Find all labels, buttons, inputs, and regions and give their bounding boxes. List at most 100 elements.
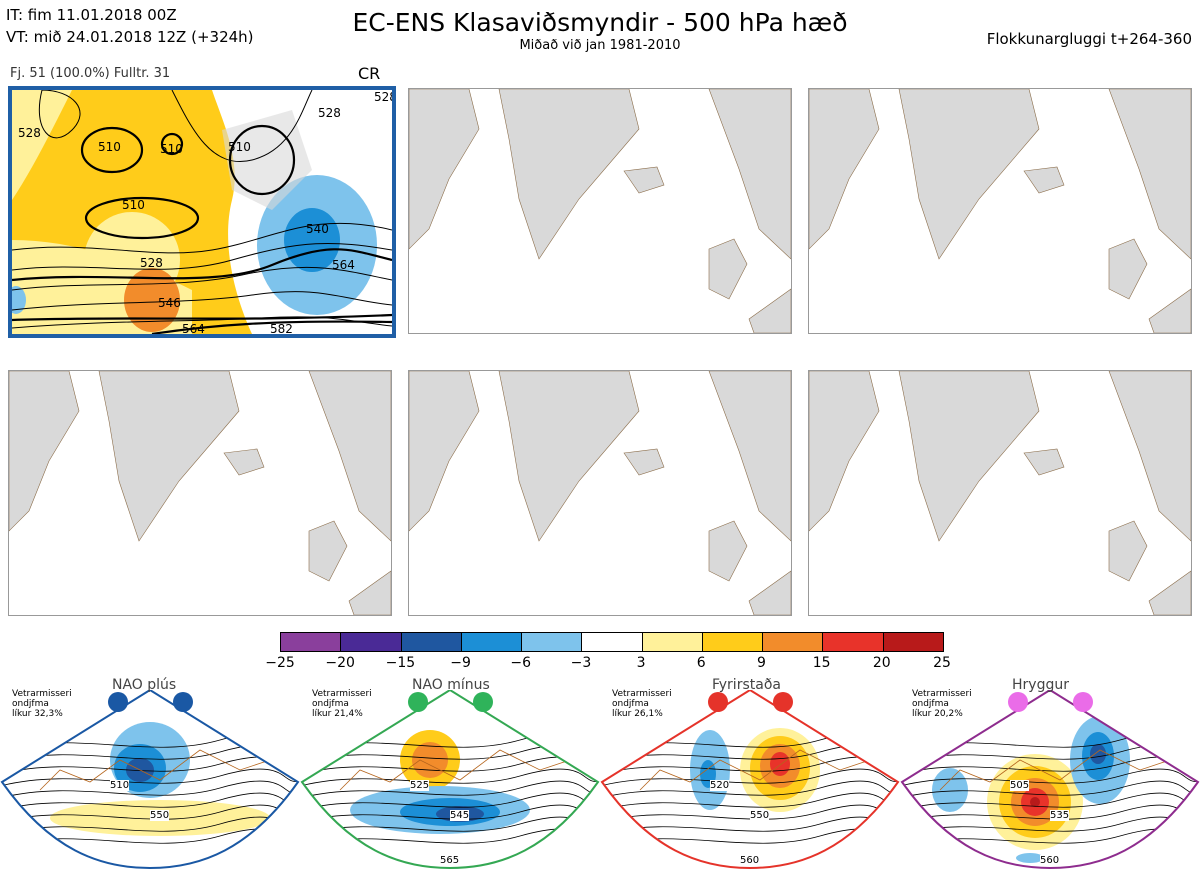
colorbar-tick-label: 20 [872, 655, 891, 671]
colorbar-tick-label: 25 [933, 655, 951, 671]
colorbar-swatch [642, 633, 703, 651]
classification-window: Flokkunargluggi t+264-360 [986, 30, 1192, 48]
regime-contour-label: 505 [1010, 780, 1030, 791]
panel-1-map [12, 90, 392, 334]
cluster-panel-6[interactable] [808, 370, 1192, 616]
panel-1-contour-labels: 528 510 510 510 510 528 546 528 540 564 … [12, 90, 392, 334]
regime-contour-label: 510 [110, 780, 130, 791]
regime-marker-dot [473, 692, 493, 712]
regime-note-line: Vetrarmisseri [912, 689, 972, 699]
regime-title: Fyrirstaða [712, 677, 781, 693]
initial-time: IT: fim 11.01.2018 00Z [6, 6, 177, 24]
cluster-panel-4[interactable] [8, 370, 392, 616]
regime-probability-note: Vetrarmisseri ondjfma líkur 32,3% [12, 689, 72, 719]
colorbar-tick-label: −25 [265, 655, 295, 671]
regime-note-line: Vetrarmisseri [312, 689, 372, 699]
regime-contour-label: 545 [450, 810, 470, 821]
panel-4-map [9, 371, 391, 615]
panel-6-map [809, 371, 1191, 615]
regime-note-line: líkur 20,2% [912, 709, 963, 719]
panel-1-info: Fj. 51 (100.0%) Fulltr. 31 [10, 66, 171, 81]
regime-note-line: Vetrarmisseri [612, 689, 672, 699]
cluster-panel-1[interactable]: 528 510 510 510 510 528 546 528 540 564 … [8, 86, 396, 338]
contour-label: 564 [182, 322, 205, 336]
contour-label: 582 [270, 322, 293, 336]
colorbar-tick-label: −20 [325, 655, 355, 671]
regime-marker-dot [108, 692, 128, 712]
regime-note-line: ondjfma [12, 699, 49, 709]
regime-fan-2 [300, 690, 600, 871]
contour-label: 510 [228, 140, 251, 154]
colorbar-swatch [341, 633, 402, 651]
regime-title: NAO plús [112, 677, 177, 693]
colorbar-swatch [702, 633, 764, 651]
valid-time: VT: mið 24.01.2018 12Z (+324h) [6, 28, 254, 46]
contour-label: 510 [98, 140, 121, 154]
regime-note-line: líkur 21,4% [312, 709, 363, 719]
page-subtitle: Miðað við jan 1981-2010 [519, 38, 681, 53]
contour-label: 528 [374, 90, 396, 104]
contour-label: 540 [306, 222, 329, 236]
colorbar-tick-label: 6 [696, 655, 706, 671]
contour-label: 510 [160, 142, 183, 156]
colorbar-tick-label: −15 [385, 655, 416, 671]
colorbar-tick-label: 9 [756, 655, 766, 671]
regime-contour-label: 520 [710, 780, 730, 791]
regime-note-line: líkur 26,1% [612, 709, 663, 719]
contour-label: 564 [332, 258, 355, 272]
regime-marker-dot [708, 692, 728, 712]
regime-fan-4 [900, 690, 1200, 871]
regime-marker-dot [408, 692, 428, 712]
contour-label: 528 [140, 256, 163, 270]
regime-contour-label: 550 [150, 810, 170, 821]
panel-3-map [809, 89, 1191, 333]
regime-fan-3 [600, 690, 900, 871]
colorbar-swatch [281, 633, 342, 651]
regime-contour-label: 565 [440, 855, 460, 866]
cluster-panel-3[interactable] [808, 88, 1192, 334]
colorbar-swatch [823, 633, 884, 651]
cluster-panel-2[interactable] [408, 88, 792, 334]
regime-marker-dot [773, 692, 793, 712]
cluster-panel-5[interactable] [408, 370, 792, 616]
colorbar-swatch [582, 633, 643, 651]
colorbar-tick-label: −3 [570, 655, 592, 671]
regime-marker-dot [173, 692, 193, 712]
colorbar-swatch [522, 633, 583, 651]
regime-note-line: Vetrarmisseri [12, 689, 72, 699]
panel-5-map [409, 371, 791, 615]
regime-note-line: ondjfma [312, 699, 349, 709]
contour-label: 546 [158, 296, 181, 310]
regime-contour-label: 525 [410, 780, 430, 791]
colorbar-swatch [883, 633, 943, 651]
regime-probability-note: Vetrarmisseri ondjfma líkur 26,1% [612, 689, 672, 719]
regime-contour-label: 560 [1040, 855, 1060, 866]
regime-title: Hryggur [1012, 677, 1069, 693]
panel-2-map [409, 89, 791, 333]
regime-marker-dot [1073, 692, 1093, 712]
colorbar-swatch [461, 633, 523, 651]
colorbar-tick-label: 15 [812, 655, 831, 671]
contour-label: 528 [318, 106, 341, 120]
contour-label: 510 [122, 198, 145, 212]
regime-probability-note: Vetrarmisseri ondjfma líkur 20,2% [912, 689, 972, 719]
colorbar-swatch [763, 633, 824, 651]
contour-label: 528 [18, 126, 41, 140]
regime-probability-note: Vetrarmisseri ondjfma líkur 21,4% [312, 689, 372, 719]
regime-marker-dot [1008, 692, 1028, 712]
regime-contour-label: 560 [740, 855, 760, 866]
header-times: IT: fim 11.01.2018 00Z VT: mið 24.01.201… [6, 4, 254, 48]
regime-note-line: ondjfma [912, 699, 949, 709]
colorbar-tick-label: −6 [510, 655, 532, 671]
regime-note-line: líkur 32,3% [12, 709, 63, 719]
regime-contour-label: 550 [750, 810, 770, 821]
colorbar-tick-label: 3 [636, 655, 646, 671]
colorbar-tick-label: −9 [450, 655, 471, 671]
regime-title: NAO mínus [412, 677, 490, 693]
regime-contour-label: 535 [1050, 810, 1070, 821]
panel-1-regime-label: CR [358, 64, 381, 83]
regime-note-line: ondjfma [612, 699, 649, 709]
page-title: EC-ENS Klasaviðsmyndir - 500 hPa hæð [352, 8, 848, 37]
colorbar [280, 632, 944, 652]
colorbar-swatch [401, 633, 462, 651]
